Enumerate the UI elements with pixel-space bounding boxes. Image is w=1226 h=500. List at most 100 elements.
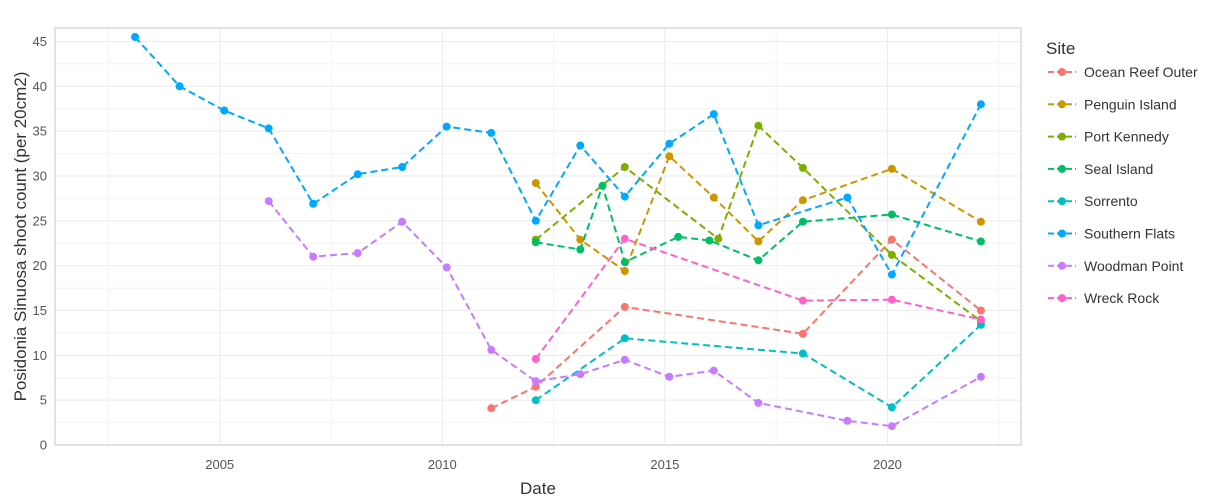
data-point[interactable] [487,345,496,354]
data-point[interactable] [754,398,763,407]
y-tick-label: 30 [33,168,47,183]
series-wreck-rock [531,234,985,363]
data-point[interactable] [665,372,674,381]
data-point[interactable] [887,164,896,173]
data-point[interactable] [798,349,807,358]
data-point[interactable] [531,354,540,363]
legend-item[interactable]: Port Kennedy [1048,129,1169,145]
data-point[interactable] [264,124,273,133]
data-point[interactable] [976,217,985,226]
data-point[interactable] [709,193,718,202]
data-point[interactable] [709,366,718,375]
x-tick-label: 2020 [873,457,902,472]
data-point[interactable] [531,396,540,405]
y-tick-label: 25 [33,213,47,228]
data-point[interactable] [576,235,585,244]
data-point[interactable] [887,295,896,304]
data-point[interactable] [798,217,807,226]
data-point[interactable] [598,181,607,190]
data-point[interactable] [887,422,896,431]
data-point[interactable] [709,110,718,119]
y-tick-label: 40 [33,79,47,94]
y-axis-title: Posidonia Sinuosa shoot count (per 20cm2… [11,72,30,402]
x-tick-label: 2005 [205,457,234,472]
legend-item[interactable]: Ocean Reef Outer [1048,64,1198,80]
data-point[interactable] [353,249,362,258]
legend-item[interactable]: Woodman Point [1048,258,1183,274]
y-tick-label: 45 [33,34,47,49]
data-point[interactable] [976,372,985,381]
data-point[interactable] [665,139,674,148]
y-tick-label: 15 [33,303,47,318]
data-point[interactable] [887,403,896,412]
legend-label: Woodman Point [1084,258,1183,274]
series-sorrento [531,320,985,412]
data-point[interactable] [620,355,629,364]
data-point[interactable] [887,235,896,244]
data-point[interactable] [714,234,723,243]
data-point[interactable] [620,192,629,201]
data-point[interactable] [620,258,629,267]
data-point[interactable] [131,33,140,41]
data-point[interactable] [754,121,763,130]
data-point[interactable] [754,256,763,265]
data-point[interactable] [887,210,896,219]
data-point[interactable] [531,377,540,386]
data-point[interactable] [620,234,629,243]
data-point[interactable] [442,122,451,131]
legend-item[interactable]: Seal Island [1048,161,1153,177]
data-point[interactable] [674,232,683,241]
legend-label: Seal Island [1084,161,1153,177]
data-point[interactable] [754,237,763,246]
legend-item[interactable]: Southern Flats [1048,226,1175,242]
data-point[interactable] [665,152,674,161]
legend-label: Wreck Rock [1084,290,1160,306]
data-point[interactable] [976,237,985,246]
data-point[interactable] [531,179,540,188]
data-point[interactable] [531,216,540,225]
data-point[interactable] [576,141,585,150]
data-point[interactable] [442,263,451,272]
y-tick-label: 0 [40,438,47,453]
data-point[interactable] [398,217,407,226]
legend-item[interactable]: Sorrento [1048,193,1138,209]
legend-label: Sorrento [1084,193,1138,209]
data-point[interactable] [798,196,807,205]
legend-swatch-dot [1058,261,1066,270]
data-point[interactable] [754,221,763,230]
legend-item[interactable]: Penguin Island [1048,96,1177,112]
data-point[interactable] [576,370,585,379]
data-point[interactable] [487,128,496,137]
data-point[interactable] [531,238,540,247]
data-point[interactable] [887,270,896,279]
data-point[interactable] [976,306,985,315]
data-point[interactable] [576,245,585,254]
data-point[interactable] [976,315,985,324]
data-point[interactable] [309,252,318,261]
data-point[interactable] [620,163,629,171]
data-point[interactable] [798,296,807,305]
data-point[interactable] [887,250,896,259]
data-point[interactable] [843,416,852,425]
legend-swatch-dot [1058,294,1066,303]
data-point[interactable] [620,267,629,275]
data-point[interactable] [798,163,807,172]
data-point[interactable] [487,404,496,413]
data-point[interactable] [220,106,229,115]
series-line [490,238,982,410]
legend-swatch-dot [1058,100,1066,109]
data-point[interactable] [398,163,407,171]
series-penguin-island [531,152,985,275]
data-point[interactable] [620,334,629,343]
data-point[interactable] [620,302,629,311]
data-point[interactable] [843,193,852,202]
data-point[interactable] [705,236,714,245]
data-point[interactable] [309,199,318,208]
legend-item[interactable]: Wreck Rock [1048,290,1160,306]
data-point[interactable] [175,82,184,91]
data-point[interactable] [353,170,362,179]
data-point[interactable] [976,100,985,109]
data-point[interactable] [798,329,807,338]
data-point[interactable] [264,197,273,206]
series-line [267,200,982,428]
